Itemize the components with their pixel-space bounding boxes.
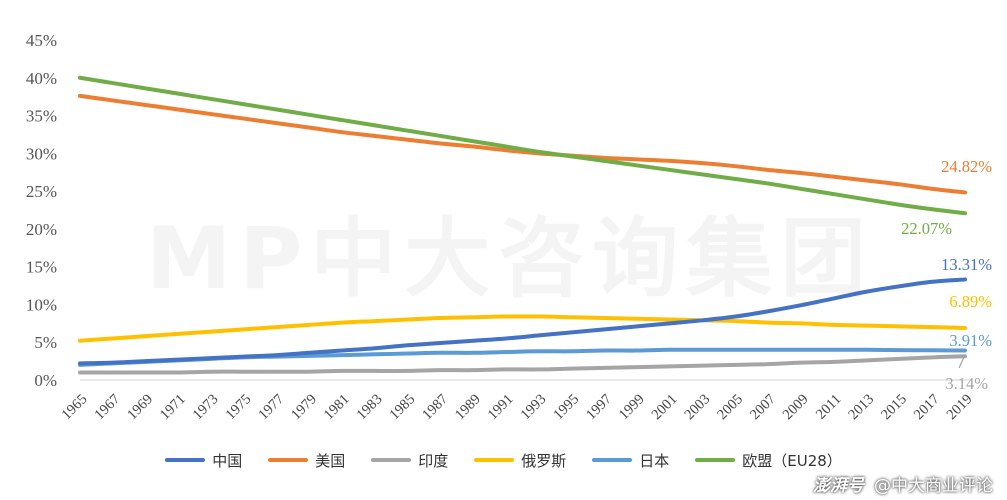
end-value-label: 22.07% bbox=[901, 219, 952, 238]
end-value-label: 24.82% bbox=[941, 157, 992, 176]
y-tick-label: 35% bbox=[26, 107, 57, 126]
source-logo: 澎湃号 bbox=[813, 476, 864, 496]
end-value-labels: 24.82% 22.07% 13.31% 6.89% 3.91% 3.14% bbox=[901, 157, 992, 393]
series-line bbox=[78, 314, 967, 343]
source-credit: @中大商业评论 bbox=[874, 476, 993, 496]
x-tick-label: 2013 bbox=[845, 391, 877, 423]
x-tick-label: 2017 bbox=[911, 391, 943, 423]
x-tick-label: 1999 bbox=[616, 391, 648, 423]
legend-item: 美国 bbox=[268, 450, 345, 471]
x-tick-label: 1981 bbox=[321, 391, 353, 423]
legend-label: 印度 bbox=[418, 451, 449, 470]
legend-swatch bbox=[695, 458, 736, 462]
x-tick-label: 1989 bbox=[452, 391, 484, 423]
legend-label: 中国 bbox=[212, 451, 243, 470]
series-line bbox=[78, 277, 967, 366]
x-tick-label: 2019 bbox=[944, 391, 976, 423]
x-tick-label: 2003 bbox=[681, 391, 713, 423]
series-lines bbox=[78, 75, 967, 375]
y-tick-labels: 0% 5% 10% 15% 20% 25% 30% 35% 40% 45% bbox=[26, 31, 57, 390]
chart-legend: 中国 美国 印度 俄罗斯 日本 欧盟（EU28） bbox=[0, 447, 1007, 473]
x-tick-label: 1979 bbox=[288, 391, 320, 423]
x-tick-label: 1965 bbox=[59, 391, 91, 423]
x-tick-labels: 1965 1967 1969 1971 1973 1975 1977 1979 1981 1983… bbox=[59, 391, 976, 423]
x-tick-label: 2005 bbox=[714, 391, 746, 423]
y-tick-label: 40% bbox=[26, 69, 57, 88]
legend-item: 中国 bbox=[165, 450, 242, 471]
end-value-label: 3.14% bbox=[945, 374, 988, 393]
x-tick-label: 1993 bbox=[518, 391, 550, 423]
x-tick-label: 1985 bbox=[386, 391, 418, 423]
legend-item: 俄罗斯 bbox=[474, 450, 566, 471]
legend-label: 日本 bbox=[639, 451, 670, 470]
y-tick-label: 5% bbox=[34, 333, 57, 352]
series-line bbox=[78, 75, 967, 216]
legend-item: 欧盟（EU28） bbox=[695, 450, 842, 471]
x-tick-label: 1987 bbox=[419, 391, 451, 423]
y-tick-label: 15% bbox=[26, 258, 57, 277]
x-tick-label: 1967 bbox=[91, 391, 123, 423]
x-tick-label: 2001 bbox=[649, 391, 681, 423]
series-line bbox=[78, 93, 967, 195]
y-tick-label: 45% bbox=[26, 31, 57, 50]
x-tick-label: 1983 bbox=[354, 391, 386, 423]
legend-swatch bbox=[268, 458, 309, 462]
legend-label: 欧盟（EU28） bbox=[742, 451, 842, 470]
credit-line: 澎湃号 @中大商业评论 bbox=[813, 471, 993, 496]
y-tick-label: 30% bbox=[26, 144, 57, 163]
legend-swatch bbox=[371, 458, 412, 462]
end-value-label: 13.31% bbox=[941, 255, 992, 274]
x-tick-label: 1973 bbox=[190, 391, 222, 423]
x-tick-label: 2011 bbox=[813, 391, 844, 422]
x-tick-label: 2009 bbox=[780, 391, 812, 423]
end-value-label: 3.91% bbox=[949, 331, 992, 350]
x-tick-label: 1991 bbox=[485, 391, 517, 423]
x-tick-label: 1971 bbox=[157, 391, 189, 423]
y-tick-label: 10% bbox=[26, 295, 57, 314]
y-tick-label: 25% bbox=[26, 182, 57, 201]
x-tick-label: 1997 bbox=[583, 391, 615, 423]
legend-swatch bbox=[592, 458, 633, 462]
legend-swatch bbox=[474, 458, 515, 462]
x-tick-label: 1975 bbox=[223, 391, 255, 423]
end-value-label: 6.89% bbox=[949, 292, 992, 311]
legend-swatch bbox=[165, 458, 206, 462]
legend-item: 印度 bbox=[371, 450, 448, 471]
x-tick-label: 2015 bbox=[878, 391, 910, 423]
x-tick-label: 2007 bbox=[747, 391, 779, 423]
y-tick-label: 20% bbox=[26, 220, 57, 239]
x-tick-label: 1977 bbox=[255, 391, 287, 423]
series-line bbox=[78, 354, 967, 375]
y-tick-label: 0% bbox=[34, 371, 57, 390]
label-leader-line bbox=[958, 354, 966, 369]
legend-label: 俄罗斯 bbox=[521, 451, 567, 470]
x-tick-label: 1969 bbox=[124, 391, 156, 423]
legend-item: 日本 bbox=[592, 450, 669, 471]
legend-label: 美国 bbox=[315, 451, 346, 470]
x-tick-label: 1995 bbox=[550, 391, 582, 423]
